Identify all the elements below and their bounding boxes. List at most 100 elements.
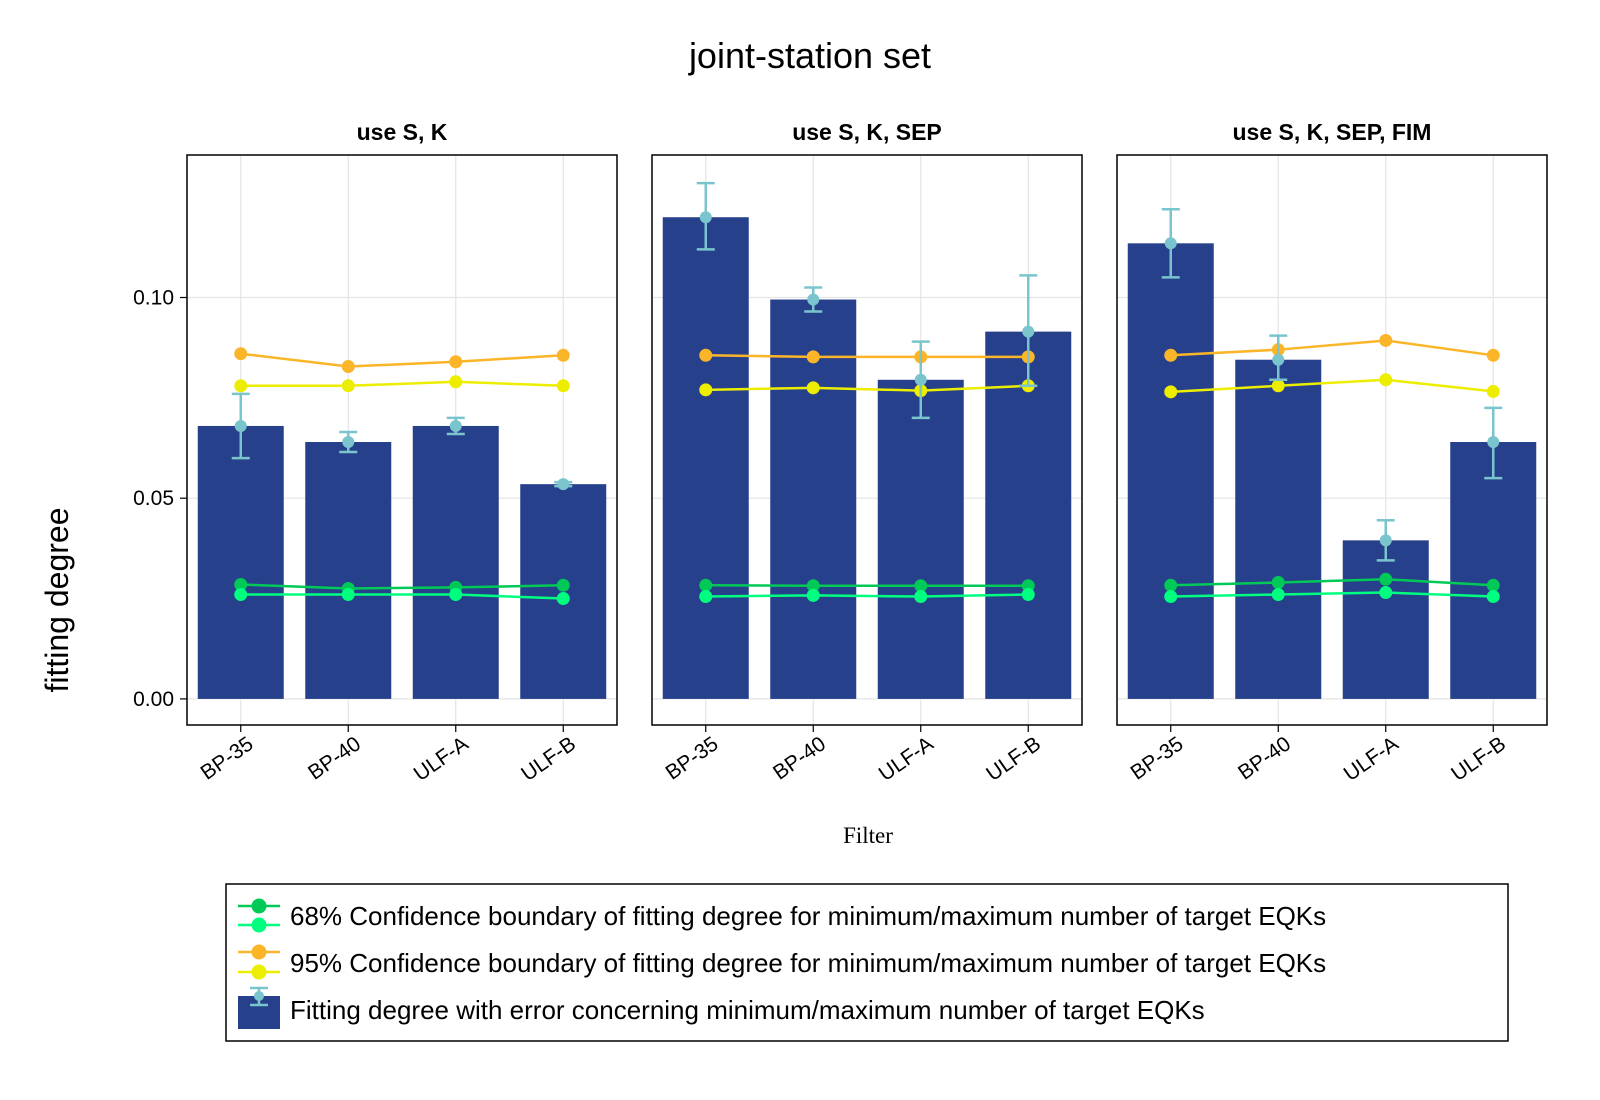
legend-label: 95% Confidence boundary of fitting degre…: [290, 948, 1326, 978]
series-point-c68-max: [341, 588, 355, 602]
error-bar-point: [1379, 534, 1392, 547]
series-line-c68-min: [1170, 578, 1494, 587]
legend-marker: [251, 944, 267, 960]
plot-frame: [186, 154, 618, 726]
series-point-c68-max: [1486, 590, 1500, 604]
error-bar-point: [449, 419, 462, 432]
error-bar: [554, 478, 573, 491]
series-point-c95-min: [1164, 348, 1178, 362]
series-line-c95-max: [705, 384, 1029, 392]
legend-marker: [251, 964, 267, 980]
error-bar: [446, 416, 465, 436]
series-point-c68-min: [1164, 578, 1178, 592]
panel-1: use S, K BP-35 BP-40 ULF-A ULF-B 0.00 0.05 0.10: [133, 119, 618, 786]
series-point-c95-max: [449, 375, 463, 389]
series-point-c68-max: [1271, 588, 1285, 602]
error-bar-point: [234, 419, 247, 432]
bar: [770, 299, 857, 699]
x-tick-label: ULF-A: [410, 732, 473, 786]
x-tick-label: BP-35: [1127, 732, 1188, 784]
plot-frame: [651, 154, 1083, 726]
series-point-c68-max: [806, 588, 820, 602]
y-tick-label: 0.05: [133, 487, 174, 510]
series-point-c68-max: [556, 592, 570, 606]
series-point-c95-min: [234, 347, 248, 361]
error-bar-point: [807, 293, 820, 306]
series-point-c95-max: [699, 383, 713, 397]
x-axis-label: Filter: [843, 823, 893, 848]
series-point-c68-max: [699, 590, 713, 604]
bar: [985, 331, 1072, 699]
series-point-c68-max: [1164, 590, 1178, 604]
bar: [662, 217, 749, 699]
series-point-c95-max: [1379, 373, 1393, 387]
series-point-c68-max: [1021, 588, 1035, 602]
panel-title: use S, K, SEP, FIM: [1233, 119, 1432, 145]
bar: [877, 379, 964, 699]
legend-entry-fitting: Fitting degree with error concerning min…: [238, 986, 1205, 1029]
series-point-c95-max: [1164, 385, 1178, 399]
chart-title: joint-station set: [688, 35, 931, 76]
series-point-c95-min: [806, 350, 820, 364]
series-point-c95-max: [1486, 384, 1500, 398]
series-point-c95-max: [341, 379, 355, 393]
bar: [197, 425, 284, 699]
series-line-c95-min: [1170, 339, 1494, 357]
series-point-c95-min: [341, 360, 355, 374]
series-point-c95-max: [234, 379, 248, 393]
x-tick-label: BP-40: [1234, 732, 1295, 784]
series-point-c68-min: [806, 579, 820, 593]
series-line-c95-max: [1170, 378, 1494, 394]
bar: [1235, 359, 1322, 699]
error-bar: [339, 430, 358, 454]
bar: [1342, 540, 1429, 699]
series-point-c68-max: [449, 588, 463, 602]
x-tick-label: ULF-A: [875, 732, 938, 786]
legend-errorbar-point: [254, 991, 264, 1001]
panel-title: use S, K: [357, 119, 448, 145]
error-bar: [1161, 207, 1180, 279]
series-point-c95-max: [556, 379, 570, 393]
legend-entry-68: 68% Confidence boundary of fitting degre…: [238, 898, 1326, 933]
bar: [1127, 243, 1214, 699]
x-tick-label: BP-40: [304, 732, 365, 784]
x-tick-label: ULF-B: [982, 732, 1045, 786]
x-tick-label: BP-35: [197, 732, 258, 784]
series-point-c68-min: [1379, 572, 1393, 586]
series-point-c95-min: [1379, 333, 1393, 347]
error-bar-point: [1164, 237, 1177, 250]
panel-3: use S, K, SEP, FIM BP-35 BP-40 ULF-A ULF-B: [1116, 119, 1548, 786]
error-bar-point: [1022, 325, 1035, 338]
error-bar-point: [1487, 436, 1500, 449]
series-point-c95-max: [806, 381, 820, 395]
series-point-c68-max: [1379, 586, 1393, 600]
y-tick-label: 0.00: [133, 688, 174, 711]
error-bar-point: [914, 373, 927, 386]
legend-label: 68% Confidence boundary of fitting degre…: [290, 901, 1326, 931]
bar: [305, 442, 392, 699]
panel-2: use S, K, SEP BP-35 BP-40 ULF-A ULF-B: [651, 119, 1083, 786]
error-bar: [696, 181, 715, 251]
error-bar: [231, 392, 250, 460]
series-line-c68-max: [1170, 591, 1494, 598]
legend: 68% Confidence boundary of fitting degre…: [225, 883, 1509, 1042]
legend-marker: [251, 917, 267, 933]
error-bar: [1019, 274, 1038, 388]
error-bar-point: [699, 211, 712, 224]
series-line-c95-min: [705, 354, 1029, 359]
x-tick-label: BP-35: [662, 732, 723, 784]
bar: [412, 425, 499, 699]
series-point-c95-min: [556, 348, 570, 362]
series-line-c68-max: [240, 593, 564, 600]
series-line-c95-max: [240, 380, 564, 388]
series-line-c95-min: [240, 352, 564, 368]
y-tick-label: 0.10: [133, 287, 174, 310]
x-tick-label: BP-40: [769, 732, 830, 784]
series-point-c68-min: [914, 579, 928, 593]
error-bar: [1269, 334, 1288, 382]
legend-entry-95: 95% Confidence boundary of fitting degre…: [238, 944, 1326, 980]
x-tick-label: ULF-A: [1340, 732, 1403, 786]
bar: [1450, 442, 1537, 699]
series-point-c95-min: [449, 355, 463, 369]
